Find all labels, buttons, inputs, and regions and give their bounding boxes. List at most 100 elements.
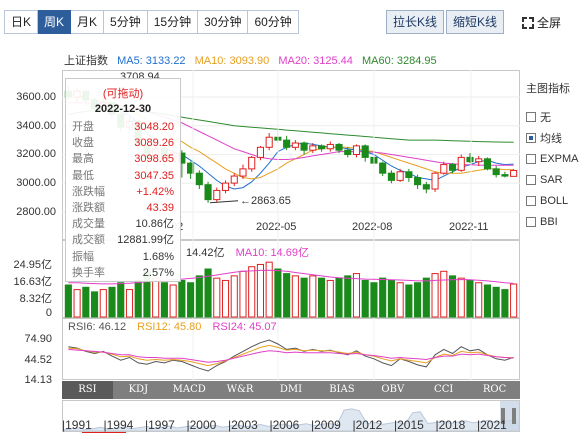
tooltip-key: 换手率 — [72, 266, 105, 279]
candle-down — [422, 184, 430, 190]
shrink-kline-button[interactable]: 缩短K线 — [446, 10, 505, 34]
checkbox-icon[interactable] — [526, 111, 536, 122]
rsi-line-rsi24 — [68, 348, 514, 363]
volume-bar-down — [448, 275, 457, 318]
candle-down — [361, 145, 369, 158]
rsi-chart-frame — [62, 318, 520, 380]
candle-up — [213, 189, 221, 201]
indicator-tab-obv[interactable]: OBV — [381, 384, 405, 395]
indicator-option-3[interactable]: SAR — [526, 169, 579, 190]
timeline-navigator[interactable] — [62, 400, 520, 432]
indicator-tab-macd[interactable]: MACD — [172, 384, 206, 395]
candle-down — [283, 139, 291, 148]
candle-up — [457, 156, 465, 171]
candle-down — [318, 145, 326, 150]
tooltip-row: 成交量 10.86亿 — [66, 216, 180, 232]
candle-up — [396, 171, 404, 181]
tooltip-value: 1.68% — [142, 250, 174, 263]
candle-down — [405, 171, 413, 178]
volume-bar-up — [169, 284, 177, 318]
indicator-option-1[interactable]: 均线 — [526, 127, 579, 148]
timeline-year-label: |2006 — [269, 418, 300, 432]
indicator-tab-wr[interactable]: W&R — [226, 384, 254, 395]
rsi-legend: RSI6: 46.12 RSI12: 45.80 RSI24: 45.07 — [68, 321, 277, 333]
low-annotation: ←2863.65 — [240, 195, 291, 207]
candle-up — [256, 146, 264, 158]
x-date-label: 2022-05 — [256, 221, 296, 233]
volume-bar-down — [195, 275, 203, 318]
volume-bar-up — [230, 275, 238, 318]
volume-bar-up — [99, 289, 107, 318]
volume-chart-frame — [62, 240, 520, 318]
indicator-tab-bias[interactable]: BIAS — [329, 384, 355, 395]
indicator-option-4[interactable]: BOLL — [526, 190, 579, 211]
period-tab-1[interactable]: 周K — [38, 10, 72, 34]
data-tooltip[interactable]: (可拖动) 2022-12-30 开盘 3048.20 收盘 3089.26 最高 309… — [65, 78, 181, 282]
low-annotation-arrow — [210, 200, 239, 204]
period-tab-3[interactable]: 5分钟 — [104, 10, 148, 34]
indicator-option-label: BBI — [540, 215, 558, 228]
volume-bar-up — [221, 279, 230, 318]
candle-down — [187, 162, 195, 174]
volume-bar-down — [91, 291, 99, 318]
checkbox-icon[interactable] — [526, 195, 536, 206]
candle-up — [352, 145, 361, 155]
period-tab-6[interactable]: 60分钟 — [248, 10, 299, 34]
volume-bar-up — [265, 261, 273, 318]
period-tab-4[interactable]: 15分钟 — [147, 10, 199, 34]
volume-bar-down — [82, 286, 90, 318]
tooltip-value: 2.57% — [142, 266, 174, 279]
indicator-tab-dmi[interactable]: DMI — [279, 384, 303, 395]
timeline-year-label: |2021 — [477, 418, 507, 432]
volume-bar-up — [457, 277, 465, 318]
volume-bar-down — [318, 277, 326, 318]
candle-down — [204, 184, 212, 201]
tooltip-key: 开盘 — [72, 121, 94, 133]
volume-bar-up — [475, 282, 483, 318]
indicator-tab-kdj[interactable]: KDJ — [128, 384, 149, 395]
indicator-tab-cci[interactable]: CCI — [434, 384, 454, 395]
indicator-option-label: 无 — [540, 111, 551, 124]
period-tab-5[interactable]: 30分钟 — [198, 10, 249, 34]
tooltip-row: 收盘 3089.26 — [66, 135, 180, 151]
timeline-area — [62, 408, 520, 432]
volume-bar-down — [64, 284, 72, 318]
ma20-value: MA20: 3125.44 — [278, 55, 353, 67]
candle-down — [466, 156, 474, 163]
stretch-kline-button[interactable]: 拉长K线 — [386, 10, 445, 34]
fullscreen-button[interactable]: 全屏 — [522, 14, 561, 31]
checkbox-icon[interactable] — [526, 132, 536, 143]
indicator-option-5[interactable]: BBI — [526, 211, 579, 232]
volume-bar-down — [361, 279, 369, 318]
candle-up — [475, 158, 483, 163]
indicator-option-2[interactable]: EXPMA — [526, 148, 579, 169]
tooltip-key: 振幅 — [72, 250, 94, 263]
candle-up — [431, 172, 439, 190]
checkbox-icon[interactable] — [526, 174, 536, 185]
checkbox-icon[interactable] — [526, 216, 536, 227]
x-date-label: 2022-08 — [352, 221, 392, 233]
period-tab-0[interactable]: 日K — [4, 10, 39, 34]
candle-down — [195, 172, 203, 186]
indicator-tab-rsi[interactable]: RSI — [62, 381, 113, 399]
checkbox-icon[interactable] — [526, 153, 536, 164]
timeline-year-label: |2018 — [435, 418, 466, 432]
tooltip-value: +1.42% — [136, 185, 174, 198]
tooltip-drag-label: (可拖动) — [102, 88, 144, 100]
tooltip-row: 成交额 12881.99亿 — [66, 232, 180, 248]
volume-bar-down — [300, 277, 308, 318]
period-tab-2[interactable]: 月K — [71, 10, 105, 34]
volume-bar-down — [344, 275, 352, 318]
candle-up — [239, 168, 247, 177]
ma10-value: MA10: 3093.90 — [194, 55, 270, 67]
indicator-option-0[interactable]: 无 — [526, 106, 579, 127]
volume-bar-up — [309, 275, 317, 318]
candle-up — [221, 182, 230, 191]
volume-bar-up — [440, 270, 448, 318]
period-tabs: 日K 周K 月K 5分钟 15分钟 30分钟 60分钟 — [4, 10, 299, 34]
rsi24-value: RSI24: 45.07 — [212, 321, 277, 333]
indicator-tab-roc[interactable]: ROC — [482, 384, 507, 395]
price-tick-3400: 3400.00 — [16, 120, 56, 132]
indicator-option-label: BOLL — [540, 194, 569, 207]
volume-tick-1: 24.95亿 — [13, 259, 52, 271]
